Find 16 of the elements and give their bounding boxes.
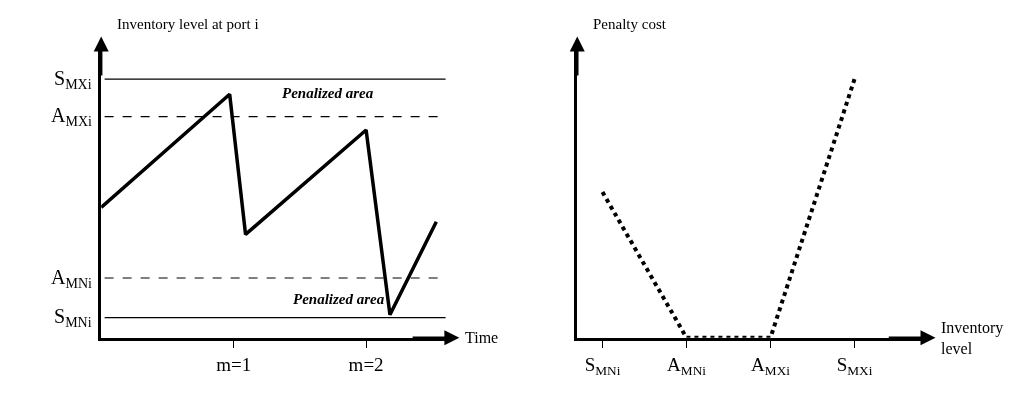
annotation: Penalized area	[293, 291, 385, 307]
y-axis-title: Inventory level at port i	[117, 16, 259, 32]
y-axis-title: Penalty cost	[593, 16, 667, 32]
x-axis-title: Inventory level	[941, 319, 1004, 357]
ref-line-label: A$_{MNi}$	[51, 266, 93, 292]
ref-line-label: A$_{MXi}$	[51, 104, 93, 130]
x-tick-label: m=1	[216, 354, 252, 376]
x-tick-label: S$_{MXi}$	[836, 354, 873, 379]
x-tick-label: m=2	[348, 354, 384, 376]
ref-line-label: S$_{MNi}$	[54, 305, 92, 331]
ref-line-label: S$_{MXi}$	[54, 67, 92, 93]
x-tick-label: S$_{MNi}$	[584, 354, 621, 379]
annotation: Penalized area	[282, 85, 374, 101]
x-axis-title: Time	[465, 329, 499, 346]
x-tick-label: A$_{MXi}$	[751, 354, 791, 379]
x-tick-label: A$_{MNi}$	[667, 354, 707, 379]
